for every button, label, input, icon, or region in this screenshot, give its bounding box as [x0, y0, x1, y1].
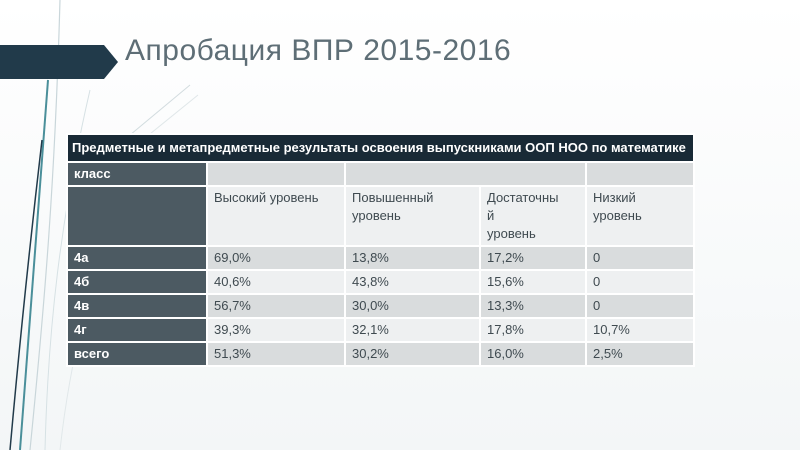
- table-caption: Предметные и метапредметные результаты о…: [65, 133, 696, 163]
- table-cell: 30,0%: [344, 293, 481, 319]
- table-cell: 0: [584, 245, 696, 271]
- page-title: Апробация ВПР 2015-2016: [125, 34, 512, 67]
- table-cell: 2,5%: [584, 341, 696, 367]
- row-label: 4б: [66, 269, 208, 295]
- table-class-row: класс: [66, 161, 696, 187]
- table-caption-row: Предметные и метапредметные результаты о…: [65, 133, 696, 163]
- table-cell: 43,8%: [344, 269, 481, 295]
- title-accent-bar: [0, 45, 118, 79]
- table-row: 4б 40,6% 43,8% 15,6% 0: [66, 269, 696, 295]
- table-cell: 13,8%: [344, 245, 481, 271]
- table-cell: 17,8%: [479, 317, 587, 343]
- row-label: 4в: [66, 293, 208, 319]
- table-cell: 0: [584, 293, 696, 319]
- decorative-diagonal-lines: [129, 84, 199, 139]
- table-cell: 10,7%: [584, 317, 696, 343]
- row-label: 4а: [66, 245, 208, 271]
- results-table: Предметные и метапредметные результаты о…: [65, 133, 696, 367]
- table-row: 4а 69,0% 13,8% 17,2% 0: [66, 245, 696, 271]
- table-cell: 32,1%: [344, 317, 481, 343]
- table-cell: 39,3%: [206, 317, 346, 343]
- table-row: 4г 39,3% 32,1% 17,8% 10,7%: [66, 317, 696, 343]
- table-cell: 16,0%: [479, 341, 587, 367]
- table-cell: 0: [584, 269, 696, 295]
- blank-cell: [66, 185, 208, 247]
- results-table-container: Предметные и метапредметные результаты о…: [65, 133, 696, 367]
- blank-cell: [206, 161, 346, 187]
- column-header-level: Низкий уровень: [584, 185, 696, 247]
- table-cell: 17,2%: [479, 245, 587, 271]
- table-cell: 51,3%: [206, 341, 346, 367]
- blank-cell: [344, 161, 587, 187]
- row-label: 4г: [66, 317, 208, 343]
- column-header-level: Достаточны й уровень: [479, 185, 587, 247]
- table-cell: 15,6%: [479, 269, 587, 295]
- table-cell: 13,3%: [479, 293, 587, 319]
- table-row: всего 51,3% 30,2% 16,0% 2,5%: [66, 341, 696, 367]
- table-cell: 69,0%: [206, 245, 346, 271]
- column-header-level: Высокий уровень: [206, 185, 346, 247]
- blank-cell: [584, 161, 696, 187]
- table-cell: 56,7%: [206, 293, 346, 319]
- table-cell: 40,6%: [206, 269, 346, 295]
- table-levels-row: Высокий уровень Повышенный уровень Достато…: [66, 185, 696, 247]
- corner-label: класс: [66, 161, 208, 187]
- column-header-level: Повышенный уровень: [344, 185, 481, 247]
- row-label: всего: [66, 341, 208, 367]
- table-cell: 30,2%: [344, 341, 481, 367]
- table-row: 4в 56,7% 30,0% 13,3% 0: [66, 293, 696, 319]
